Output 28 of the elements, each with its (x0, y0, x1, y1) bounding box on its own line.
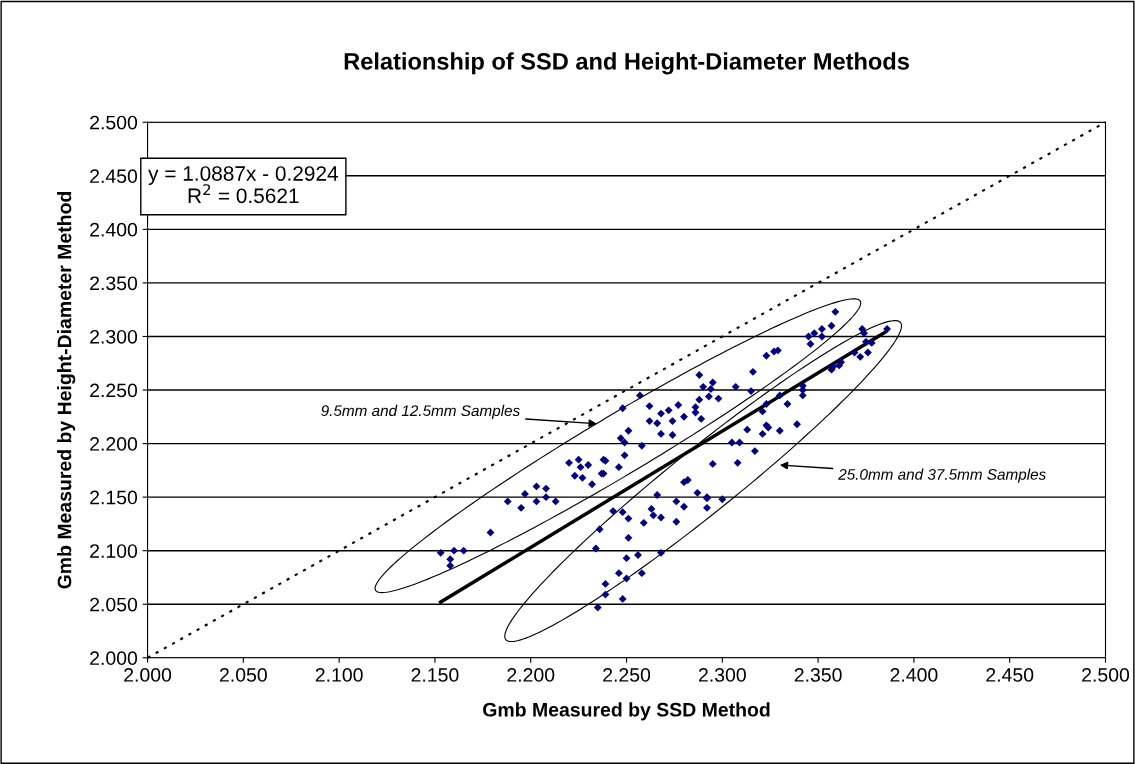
x-tick-label: 2.100 (315, 668, 363, 682)
annotation: 25.0mm and 37.5mm Samples (838, 468, 1046, 483)
x-tick-label: 2.000 (124, 668, 172, 682)
chart-title: Relationship of SSD and Height-Diameter Methods (344, 52, 909, 75)
x-tick-label: 2.250 (603, 668, 651, 682)
x-tick-label: 2.150 (411, 668, 459, 682)
x-tick-label: 2.050 (220, 668, 267, 682)
y-tick-label: 2.000 (90, 651, 138, 666)
y-tick-label: 2.300 (90, 329, 138, 344)
y-tick-label: 2.350 (90, 276, 138, 291)
y-tick-label: 2.150 (90, 490, 138, 505)
y-tick-label: 2.250 (90, 383, 138, 398)
x-tick-label: 2.500 (1082, 668, 1130, 682)
x-tick-label: 2.300 (698, 668, 746, 682)
annotation: 9.5mm and 12.5mm Samples (321, 404, 520, 420)
x-axis-title: Gmb Measured by SSD Method (483, 702, 770, 721)
y-axis-title: Gmb Measured by Height-Diameter Method (57, 191, 76, 589)
y-tick-label: 2.050 (90, 597, 138, 612)
y-tick-label: 2.400 (90, 222, 138, 237)
x-tick-label: 2.200 (507, 668, 555, 682)
y-tick-label: 2.200 (90, 437, 138, 451)
x-tick-label: 2.400 (890, 668, 938, 682)
x-tick-label: 2.350 (794, 668, 842, 682)
y-tick-label: 2.100 (90, 544, 138, 558)
y-tick-label: 2.500 (90, 115, 138, 130)
annotation: y = 1.0887x - 0.2924 R$^{2}$ = 0.5621 (148, 166, 339, 204)
y-tick-label: 2.450 (90, 169, 138, 184)
x-tick-label: 2.450 (986, 668, 1034, 682)
